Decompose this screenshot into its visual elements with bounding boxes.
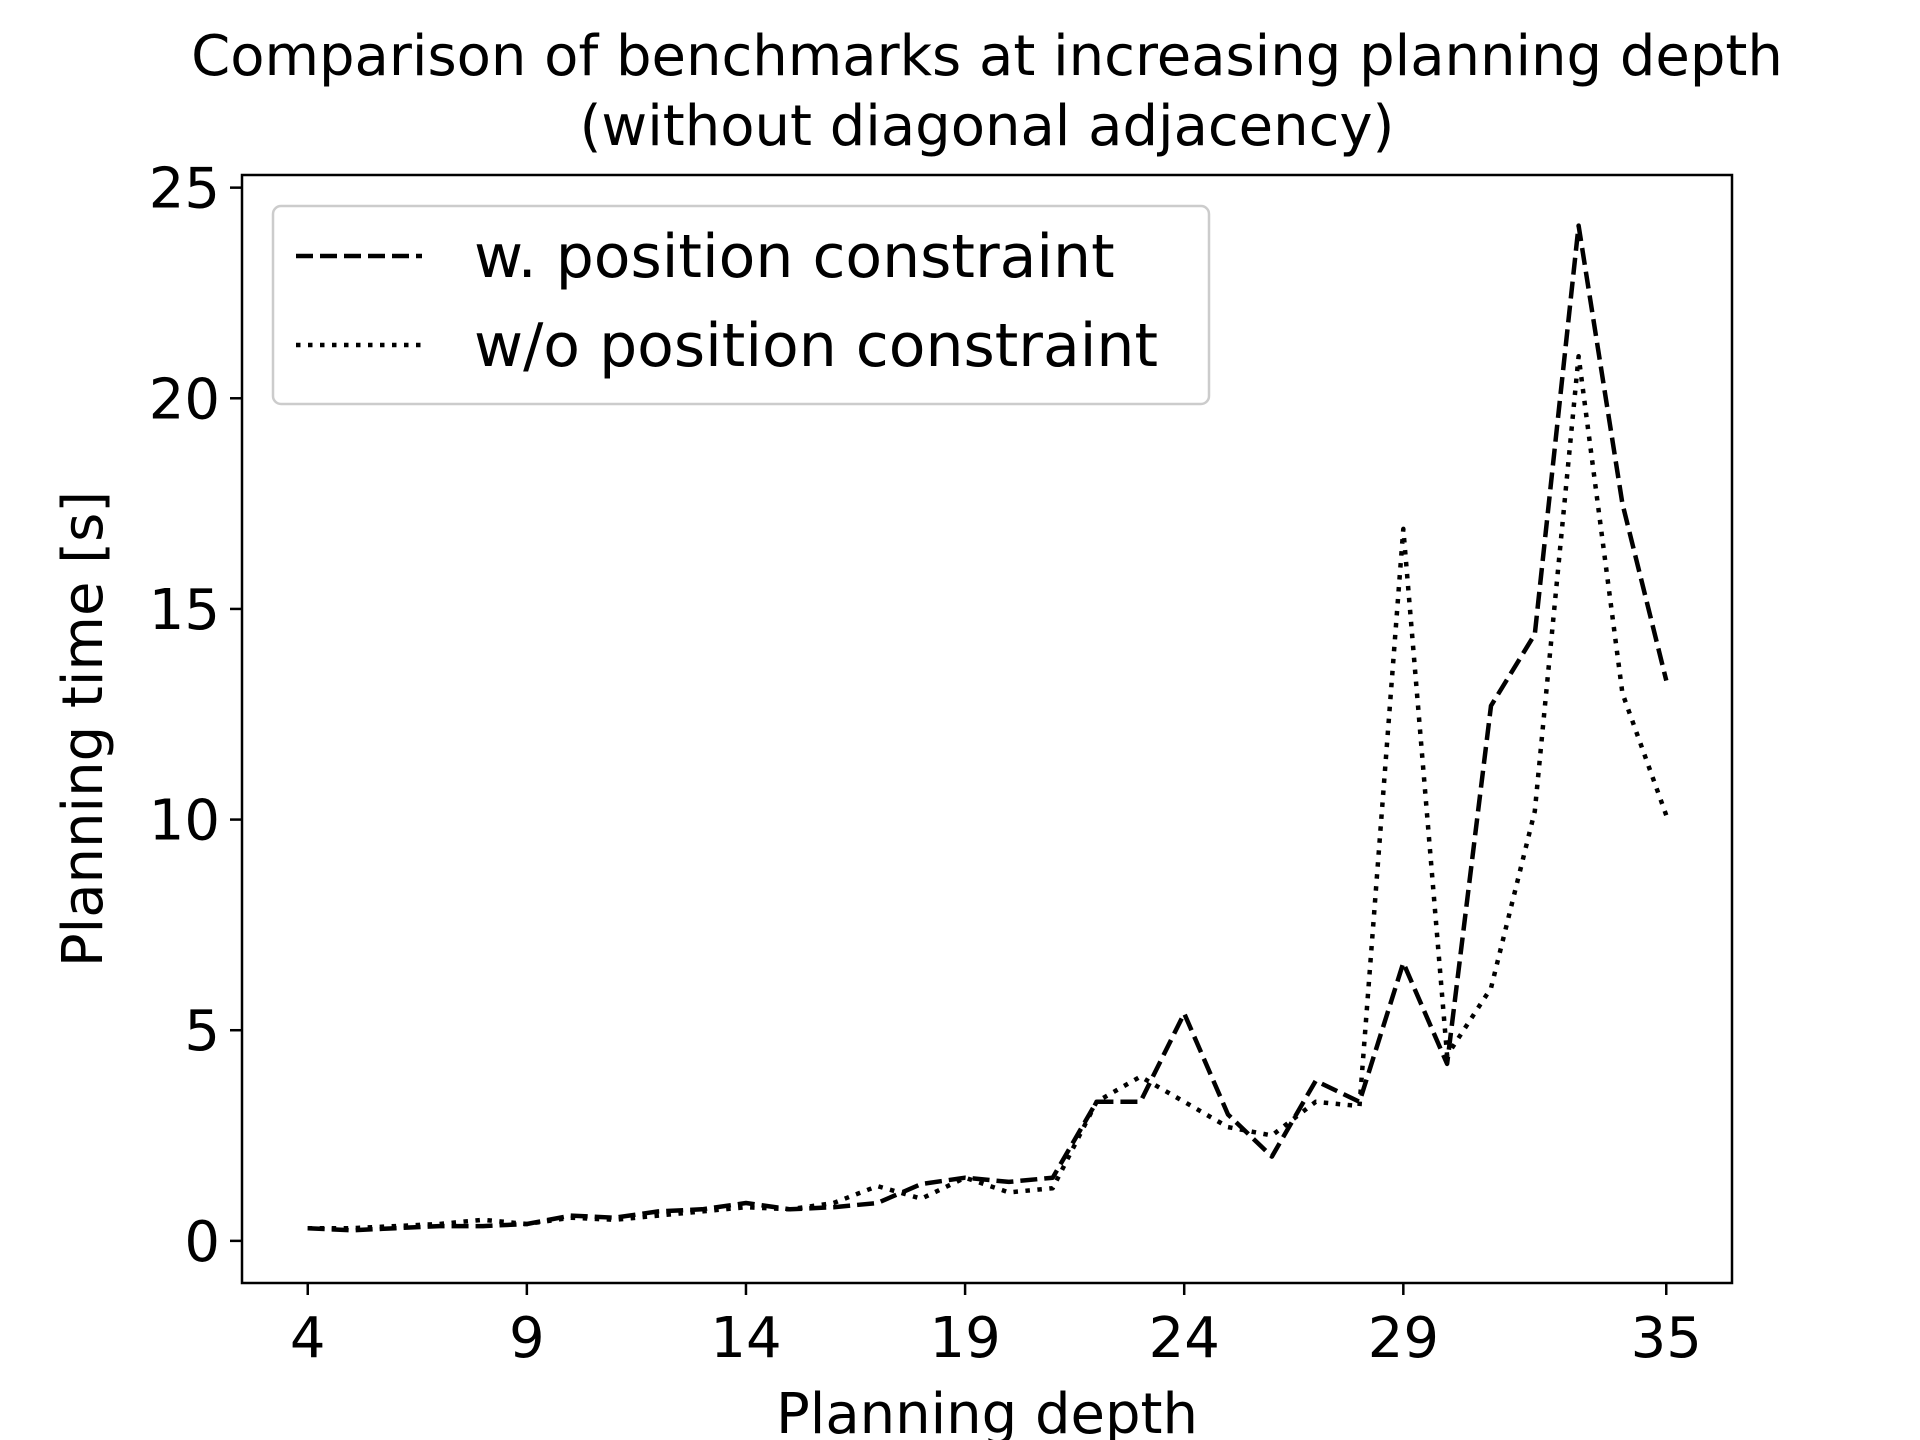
series-layer [307, 223, 1669, 1233]
y-tick-label: 0 [184, 1210, 220, 1275]
y-tick-label: 15 [149, 578, 220, 643]
x-axis-label: Planning depth [776, 1382, 1198, 1440]
chart-subtitle: (without diagonal adjacency) [580, 94, 1395, 159]
chart-title: Comparison of benchmarks at increasing p… [191, 24, 1783, 89]
legend-label-w-position-constraint: w. position constraint [474, 222, 1115, 292]
y-tick-label: 10 [149, 789, 220, 854]
y-axis: 0 5 10 15 20 25 [149, 157, 242, 1275]
y-tick-label: 20 [149, 367, 220, 432]
x-tick-label: 9 [509, 1306, 545, 1371]
series-line-w-position-constraint [307, 223, 1669, 1233]
x-axis: 4 9 14 19 24 29 35 [290, 1283, 1702, 1371]
legend-box [271, 204, 1211, 406]
x-tick-label: 14 [710, 1306, 781, 1371]
x-tick-label: 4 [290, 1306, 326, 1371]
x-tick-label: 24 [1149, 1306, 1220, 1371]
y-tick-label: 5 [184, 999, 220, 1064]
legend-label-wo-position-constraint: w/o position constraint [474, 311, 1158, 381]
y-tick-label: 25 [149, 157, 220, 222]
x-tick-label: 29 [1368, 1306, 1439, 1371]
y-axis-label: Planning time [s] [51, 491, 116, 967]
x-tick-label: 19 [929, 1306, 1000, 1371]
legend: w. position constraint w/o position cons… [271, 204, 1211, 406]
plot-frame [240, 173, 1734, 1285]
plot-area [240, 173, 1734, 1285]
x-tick-label: 35 [1631, 1306, 1702, 1371]
